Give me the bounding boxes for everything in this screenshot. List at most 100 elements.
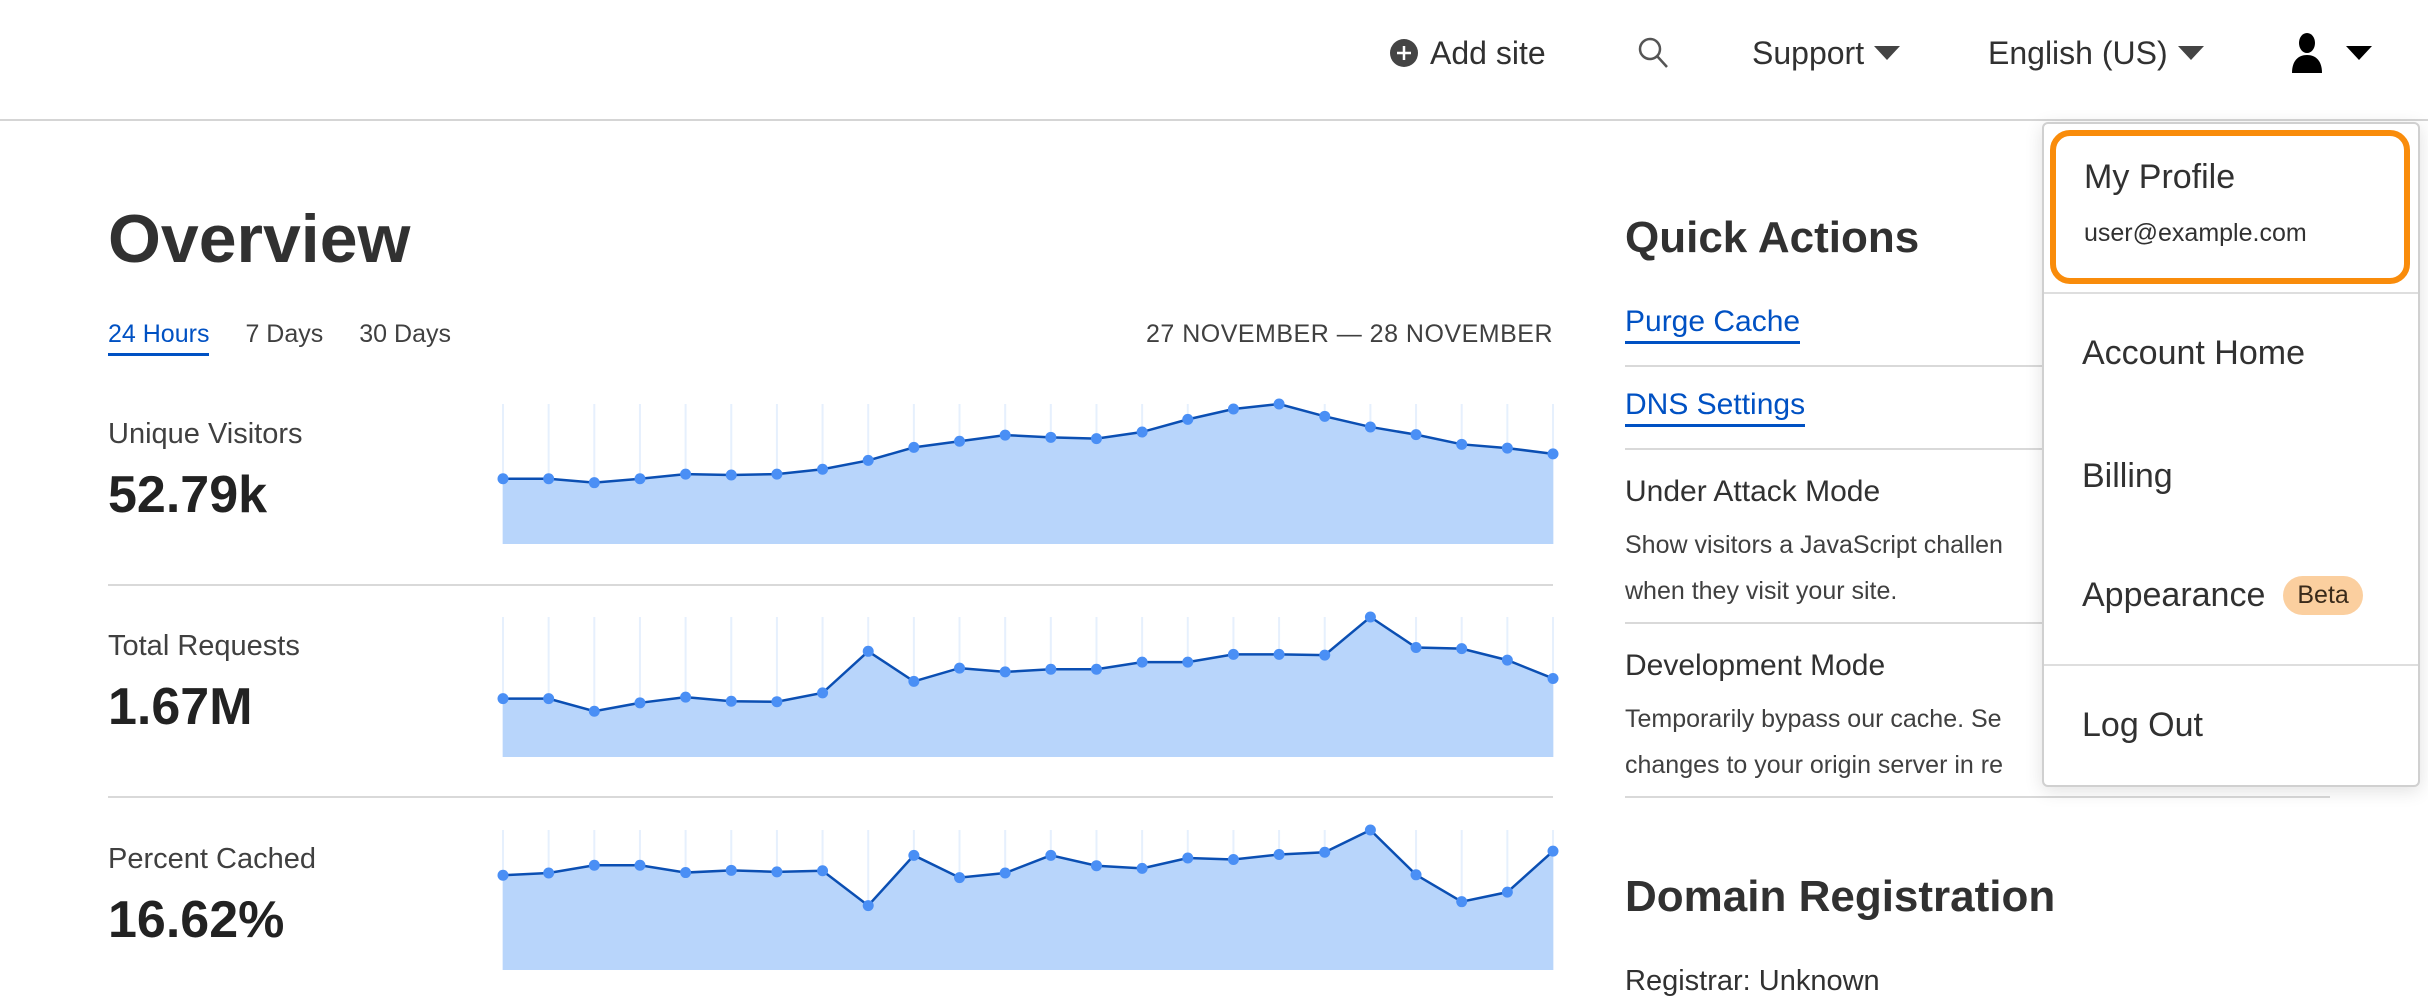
metric-unique-visitors: Unique Visitors 52.79k bbox=[108, 418, 1553, 525]
data-point bbox=[1182, 852, 1194, 864]
support-label: Support bbox=[1752, 34, 1865, 71]
data-point bbox=[817, 687, 829, 699]
data-point bbox=[1136, 656, 1148, 668]
divider bbox=[1625, 622, 2330, 624]
area-fill bbox=[503, 830, 1553, 970]
under-attack-mode-title: Under Attack Mode bbox=[1625, 475, 1881, 508]
top-header: Add site Support English (US) bbox=[0, 0, 2428, 121]
data-point bbox=[817, 865, 829, 877]
tab-30-days[interactable]: 30 Days bbox=[359, 320, 451, 348]
data-point bbox=[1456, 896, 1468, 908]
add-site-label: Add site bbox=[1430, 34, 1546, 71]
data-point bbox=[1273, 648, 1285, 660]
data-point bbox=[1456, 643, 1468, 655]
data-point bbox=[1501, 442, 1513, 454]
data-point bbox=[1136, 426, 1148, 438]
appearance-item[interactable]: Appearance Beta bbox=[2082, 576, 2363, 615]
add-site-button[interactable]: Add site bbox=[1390, 30, 1546, 76]
data-point bbox=[497, 693, 509, 705]
development-mode-title: Development Mode bbox=[1625, 649, 1886, 682]
data-point bbox=[1456, 438, 1468, 450]
dns-settings-link[interactable]: DNS Settings bbox=[1625, 388, 1806, 427]
data-point bbox=[1319, 649, 1331, 661]
purge-cache-link[interactable]: Purge Cache bbox=[1625, 305, 1801, 344]
data-point bbox=[999, 666, 1011, 678]
account-home-item[interactable]: Account Home bbox=[2082, 334, 2305, 372]
data-point bbox=[908, 849, 920, 861]
data-point bbox=[908, 441, 920, 453]
metric-percent-cached: Percent Cached 16.62% bbox=[108, 843, 1553, 950]
total-requests-chart bbox=[497, 611, 1559, 757]
data-point bbox=[1364, 611, 1376, 623]
my-profile-item[interactable]: My Profile user@example.com bbox=[2050, 130, 2410, 284]
tab-7-days[interactable]: 7 Days bbox=[245, 320, 324, 348]
data-point bbox=[543, 693, 555, 705]
data-point bbox=[680, 468, 692, 480]
unique-visitors-chart bbox=[497, 398, 1559, 544]
search-button[interactable] bbox=[1636, 30, 1672, 76]
data-point bbox=[771, 696, 783, 708]
data-point bbox=[1227, 403, 1239, 415]
description-line: changes to your origin server in re bbox=[1625, 751, 2003, 779]
development-mode-description: Temporarily bypass our cache. Se changes … bbox=[1625, 696, 2045, 788]
data-point bbox=[1319, 846, 1331, 858]
user-menu-button[interactable] bbox=[2290, 30, 2372, 76]
metric-value: 16.62% bbox=[108, 891, 285, 949]
data-point bbox=[1045, 431, 1057, 443]
data-point bbox=[588, 859, 600, 871]
quick-actions-title: Quick Actions bbox=[1625, 213, 1920, 262]
data-point bbox=[1410, 642, 1422, 654]
data-point bbox=[817, 463, 829, 475]
user-email: user@example.com bbox=[2084, 219, 2307, 247]
data-point bbox=[862, 900, 874, 912]
data-point bbox=[1364, 421, 1376, 433]
data-point bbox=[1547, 845, 1559, 857]
log-out-item[interactable]: Log Out bbox=[2082, 706, 2203, 744]
data-point bbox=[1547, 448, 1559, 460]
data-point bbox=[1501, 886, 1513, 898]
appearance-label: Appearance bbox=[2082, 576, 2266, 614]
data-point bbox=[1090, 433, 1102, 445]
language-label: English (US) bbox=[1988, 34, 2168, 71]
series-line bbox=[503, 402, 1554, 484]
data-point bbox=[1227, 648, 1239, 660]
tab-24-hours[interactable]: 24 Hours bbox=[108, 320, 210, 356]
divider bbox=[1625, 796, 2330, 798]
support-dropdown[interactable]: Support bbox=[1752, 30, 1901, 76]
search-icon bbox=[1638, 37, 1668, 68]
data-point bbox=[497, 473, 509, 485]
data-point bbox=[1501, 654, 1513, 666]
time-range-tabs: 24 Hours 7 Days 30 Days bbox=[108, 320, 451, 356]
data-point bbox=[862, 454, 874, 466]
beta-badge: Beta bbox=[2283, 576, 2363, 615]
data-point bbox=[771, 866, 783, 878]
data-point bbox=[954, 662, 966, 674]
billing-item[interactable]: Billing bbox=[2082, 457, 2173, 495]
data-point bbox=[1547, 672, 1559, 684]
divider bbox=[2044, 292, 2418, 294]
data-point bbox=[1090, 663, 1102, 675]
user-icon bbox=[2292, 33, 2322, 73]
divider bbox=[1625, 365, 2330, 367]
series-line bbox=[502, 828, 1554, 908]
data-point bbox=[543, 473, 555, 485]
description-line: when they visit your site. bbox=[1625, 577, 1898, 605]
data-point bbox=[680, 691, 692, 703]
caret-down-icon bbox=[2177, 46, 2204, 60]
data-point bbox=[497, 869, 509, 881]
data-point bbox=[771, 468, 783, 480]
registrar-text: Registrar: Unknown bbox=[1625, 965, 1880, 997]
data-point bbox=[1045, 849, 1057, 861]
data-point bbox=[1364, 824, 1376, 836]
domain-registration-title: Domain Registration bbox=[1625, 872, 2056, 921]
data-point bbox=[725, 864, 737, 876]
language-dropdown[interactable]: English (US) bbox=[1988, 30, 2204, 76]
metric-label: Total Requests bbox=[108, 630, 300, 662]
data-point bbox=[725, 695, 737, 707]
date-range: 27 NOVEMBER — 28 NOVEMBER bbox=[1145, 320, 1553, 348]
data-point bbox=[954, 435, 966, 447]
data-point bbox=[1182, 656, 1194, 668]
data-point bbox=[1410, 869, 1422, 881]
data-point bbox=[634, 473, 646, 485]
data-point bbox=[1182, 413, 1194, 425]
